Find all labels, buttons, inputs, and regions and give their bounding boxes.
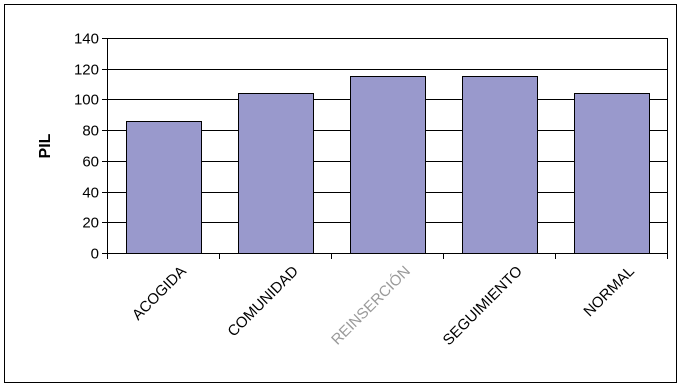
bars [126,76,650,254]
bar-reinserción [350,76,426,254]
y-tick-label: 100 [74,92,99,109]
y-tick-label: 60 [82,154,99,171]
bar-seguimiento [462,76,538,254]
bar-comunidad [238,93,314,254]
x-category-label: COMUNIDAD [224,263,302,341]
y-tick-label: 120 [74,62,99,79]
x-category-label: SEGUIMIENTO [440,263,526,349]
y-tick-label: 20 [82,215,99,232]
x-category-labels: ACOGIDA COMUNIDAD REINSERCIÓN SEGUIMIENTO NO… [129,263,638,349]
x-category-label: NORMAL [580,263,637,320]
x-category-label: REINSERCIÓN [328,263,414,349]
y-axis-title: PIL [37,133,54,158]
axes [102,38,668,259]
y-tick-label: 40 [82,185,99,202]
bar-acogida [126,121,202,254]
bar-normal [574,93,650,254]
y-tick-label: 140 [74,31,99,48]
y-tick-labels: 0 20 40 60 80 100 120 140 [74,31,99,263]
y-tick-label: 80 [82,123,99,140]
chart-frame [4,4,677,383]
y-tick-label: 0 [91,246,99,263]
x-category-label: ACOGIDA [129,263,190,324]
